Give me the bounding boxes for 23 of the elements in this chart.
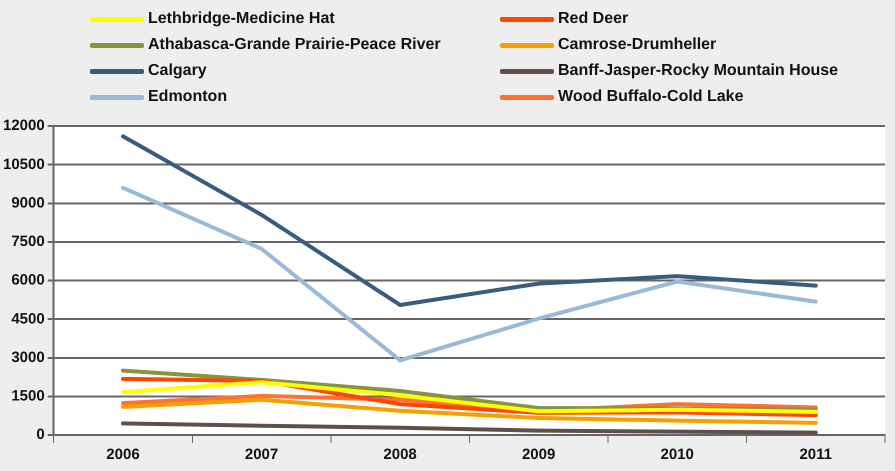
- x-tick-label: 2008: [383, 446, 417, 464]
- y-tick-label: 1500: [11, 388, 45, 405]
- x-tick-label: 2006: [106, 446, 140, 464]
- y-tick-label: 6000: [11, 272, 45, 289]
- y-tick-label: 12000: [2, 117, 45, 134]
- legend-label: Edmonton: [148, 88, 228, 106]
- x-tick-label: 2007: [244, 446, 278, 464]
- legend-label: Wood Buffalo-Cold Lake: [558, 88, 744, 106]
- y-tick-label: 0: [36, 426, 45, 444]
- x-tick-label: 2011: [799, 446, 832, 464]
- legend-label: Athabasca-Grande Prairie-Peace River: [148, 36, 441, 54]
- legend-label: Red Deer: [558, 10, 628, 28]
- y-tick-label: 9000: [11, 194, 45, 212]
- x-tick-label: 2009: [522, 446, 556, 464]
- legend-label: Calgary: [148, 62, 207, 80]
- y-tick-label: 3000: [11, 348, 45, 366]
- x-tick-label: 2010: [660, 446, 694, 464]
- y-tick-label: 7500: [11, 233, 45, 250]
- y-tick-label: 10500: [2, 156, 45, 173]
- legend-label: Lethbridge-Medicine Hat: [148, 10, 335, 28]
- legend-label: Camrose-Drumheller: [558, 36, 716, 54]
- y-tick-label: 4500: [11, 310, 45, 328]
- legend-label: Banff-Jasper-Rocky Mountain House: [558, 62, 838, 80]
